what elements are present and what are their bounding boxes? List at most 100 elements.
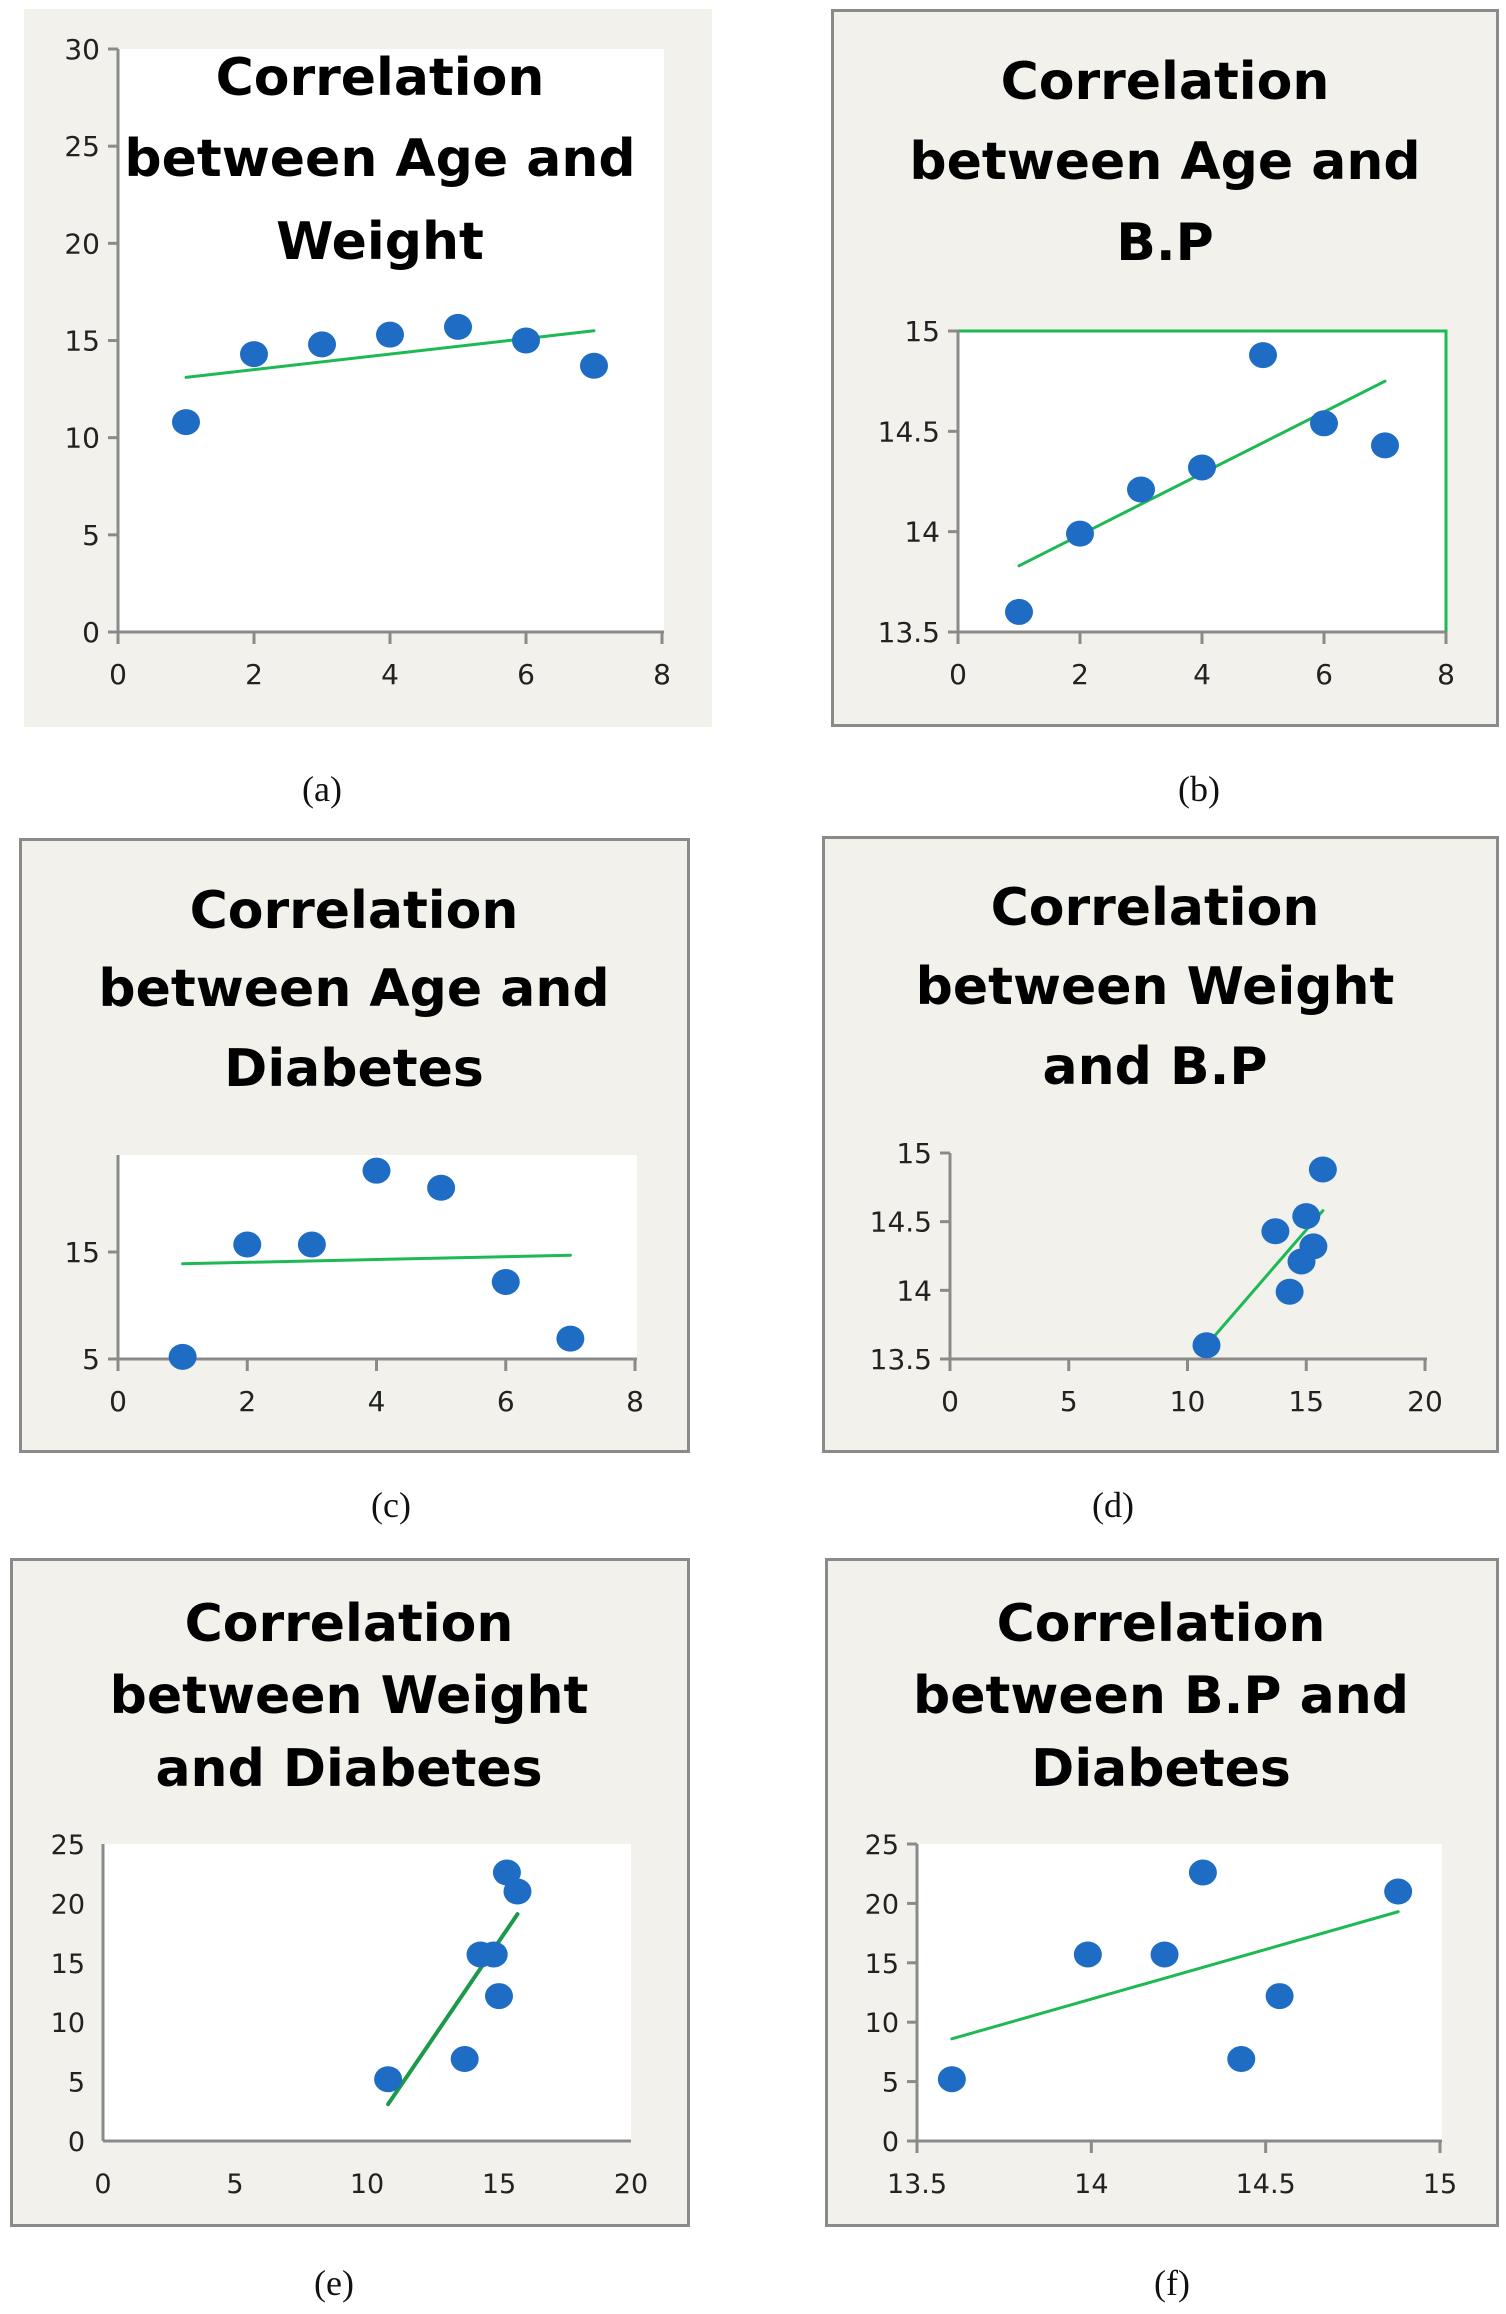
trendline [950,1910,1400,2041]
data-point [444,313,472,340]
trendline [181,1253,572,1266]
data-point [1192,1332,1221,1359]
x-tick-label: 0 [109,658,127,691]
y-tick-label: 5 [68,2068,85,2099]
y-tick-label: 13.5 [878,616,940,649]
chart-title-line: and Diabetes [155,1739,542,1799]
chart-title: Correlation between Weight and B.P [916,878,1395,1097]
data-point [491,1268,520,1295]
chart-title-line: Correlation [997,1594,1326,1654]
chart-title-line: and B.P [1043,1037,1268,1097]
y-tick-label: 25 [51,1830,85,1861]
x-tick-label: 0 [941,1385,959,1418]
data-point [1227,2046,1256,2073]
y-tick-label: 15 [64,325,100,358]
y-tick-label: 14 [904,516,940,549]
caption-f: (f) [1154,2263,1190,2303]
chart-title-line: Diabetes [224,1039,484,1099]
plot-area [917,1844,1442,2141]
y-tick-label: 0 [82,616,100,649]
data-point [1066,520,1094,547]
data-point [1005,598,1033,625]
y-tick-label: 15 [51,1949,85,1980]
y-tick-label: 0 [68,2127,85,2158]
chart-title: Correlation between B.P and Diabetes [913,1594,1409,1799]
y-tick-label: 25 [865,1830,899,1861]
y-tick-label: 20 [64,227,100,260]
chart-title: Correlation between Age and Diabetes [98,881,609,1099]
plot-area [118,1155,637,1359]
trendline [1205,1209,1325,1347]
y-tick-label: 15 [64,1236,100,1269]
data-point [1265,1983,1294,2010]
y-tick-label: 0 [882,2127,899,2158]
chart-title-line: Correlation [185,1594,514,1654]
data-point [297,1231,326,1258]
y-tick-label: 10 [865,2008,899,2039]
chart-c: Correlation between Age and Diabetes 5 15 0 2 4… [64,881,644,1418]
chart-title-line: B.P [1116,213,1214,273]
chart-f: Correlation between B.P and Diabetes 0 5 10 15… [865,1594,1458,2200]
caption-b: (b) [1178,769,1220,809]
plot-area-border [958,329,1448,632]
y-tick-label: 15 [904,315,940,348]
chart-title: Correlation between Age and Weight [124,48,635,272]
chart-title: Correlation between Age and B.P [909,52,1420,273]
x-tick-label: 13.5 [887,2169,947,2200]
chart-title-line: Correlation [1001,52,1330,112]
y-tick-label: 5 [882,2068,899,2099]
x-tick-label: 4 [1193,658,1211,691]
plot-area [958,331,1446,632]
chart-title: Correlation between Weight and Diabetes [110,1594,589,1799]
data-point [1371,432,1399,459]
data-point [172,409,200,436]
y-tick-label: 10 [51,2008,85,2039]
x-tick-label: 5 [1060,1385,1078,1418]
chart-b: Correlation between Age and B.P 13.5 14 14.5 1… [878,52,1455,691]
data-point [308,331,336,358]
chart-title-line: between Weight [110,1666,589,1726]
chart-title-line: between Weight [916,957,1395,1017]
chart-a: Correlation between Age and Weight05101520… [64,33,671,691]
data-point [233,1231,262,1258]
y-tick-label: 10 [64,422,100,455]
x-tick-label: 20 [1407,1385,1443,1418]
chart-title-line: between Age and [98,959,609,1019]
chart-title-line: Correlation [190,881,519,941]
chart-title-line: Diabetes [1031,1739,1291,1799]
data-point [1249,342,1277,369]
caption-c: (c) [371,1485,411,1525]
x-tick-label: 2 [238,1385,256,1418]
data-point [376,321,404,348]
data-point [1292,1203,1321,1230]
caption-e: (e) [314,2263,354,2303]
data-point [479,1941,508,1968]
x-tick-label: 15 [482,2169,516,2200]
y-tick-label: 25 [64,130,100,163]
chart-title-line: Weight [276,212,484,272]
x-tick-label: 4 [368,1385,386,1418]
x-tick-label: 15 [1288,1385,1324,1418]
data-point [1073,1941,1102,1968]
chart-title-line: between B.P and [913,1666,1409,1726]
chart-d: Correlation between Weight and B.P 13.5 14 14… [870,878,1443,1418]
y-tick-label: 13.5 [870,1343,932,1376]
x-tick-label: 0 [949,658,967,691]
data-point [427,1174,456,1201]
data-point [512,327,540,354]
data-point [1310,410,1338,437]
chart-panel-weight-bp [822,836,1499,1453]
x-tick-label: 8 [1437,658,1455,691]
x-tick-label: 10 [350,2169,384,2200]
y-tick-label: 14 [896,1274,932,1307]
data-point [374,2066,403,2093]
caption-d: (d) [1092,1485,1134,1525]
data-point [1188,454,1216,481]
data-point [168,1343,197,1370]
x-tick-label: 4 [381,658,399,691]
x-tick-label: 6 [517,658,535,691]
chart-title-line: between Age and [124,129,635,189]
x-tick-label: 10 [1170,1385,1206,1418]
y-tick-label: 20 [51,1889,85,1920]
y-tick-label: 5 [82,1343,100,1376]
